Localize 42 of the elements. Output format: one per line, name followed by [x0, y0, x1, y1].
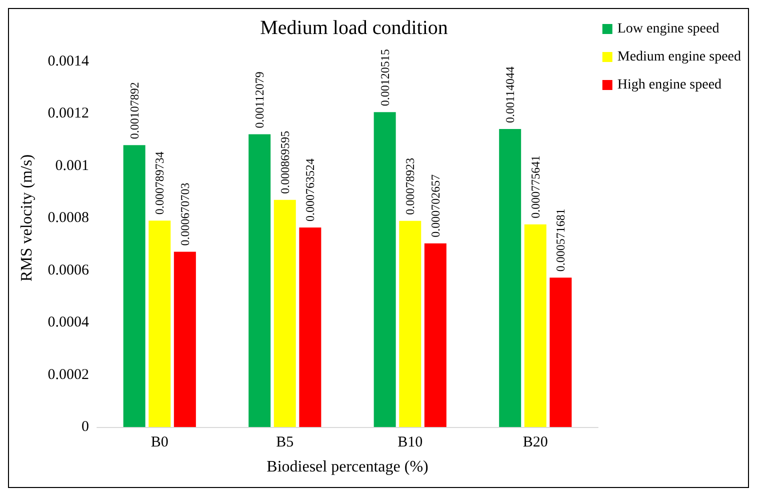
- bar: [524, 224, 546, 427]
- data-label: 0.000763524: [303, 158, 318, 222]
- legend-label: High engine speed: [617, 78, 722, 92]
- bar: [299, 228, 322, 427]
- y-tick-label: 0.0008: [48, 210, 89, 226]
- bar: [248, 134, 271, 427]
- y-tick-label: 0: [82, 419, 89, 435]
- bar: [123, 145, 146, 427]
- y-tick-label: 0.0004: [48, 314, 90, 330]
- y-tick-label: 0.0014: [48, 53, 90, 70]
- bar: [424, 243, 446, 427]
- bar: [148, 220, 171, 427]
- y-tick-label: 0.0002: [48, 366, 89, 383]
- data-label: 0.00107892: [127, 82, 142, 140]
- x-tick-label: B5: [276, 434, 294, 450]
- data-label: 0.000702657: [428, 174, 442, 238]
- data-label: 0.000789734: [152, 152, 167, 215]
- bar: [399, 220, 422, 427]
- x-axis-title: Biodiesel percentage (%): [266, 458, 428, 476]
- legend-label: Low engine speed: [617, 22, 720, 36]
- legend-label: Medium engine speed: [617, 50, 742, 64]
- y-tick-label: 0.001: [55, 158, 89, 174]
- chart-title: Medium load condition: [260, 17, 448, 39]
- x-tick-label: B10: [398, 434, 423, 450]
- data-label: 0.000775641: [528, 155, 542, 218]
- data-label: 0.00120515: [378, 49, 392, 106]
- bar: [174, 252, 196, 427]
- data-label: 0.000670703: [178, 182, 192, 246]
- data-label: 0.000869595: [278, 130, 292, 194]
- data-label: 0.00112079: [252, 72, 267, 128]
- bar: [550, 278, 572, 427]
- data-label: 0.00078923: [403, 158, 418, 215]
- x-tick-label: B20: [522, 434, 548, 450]
- x-tick-label: B0: [150, 434, 168, 450]
- bar: [274, 200, 296, 427]
- bar: [499, 129, 522, 427]
- bar: [374, 112, 396, 427]
- data-label: 0.00114044: [503, 66, 518, 124]
- y-axis-title: RMS velocity (m/s): [18, 154, 36, 282]
- y-tick-label: 0.0006: [48, 262, 90, 278]
- y-tick-label: 0.0012: [48, 106, 89, 122]
- data-label: 0.000571681: [554, 208, 568, 272]
